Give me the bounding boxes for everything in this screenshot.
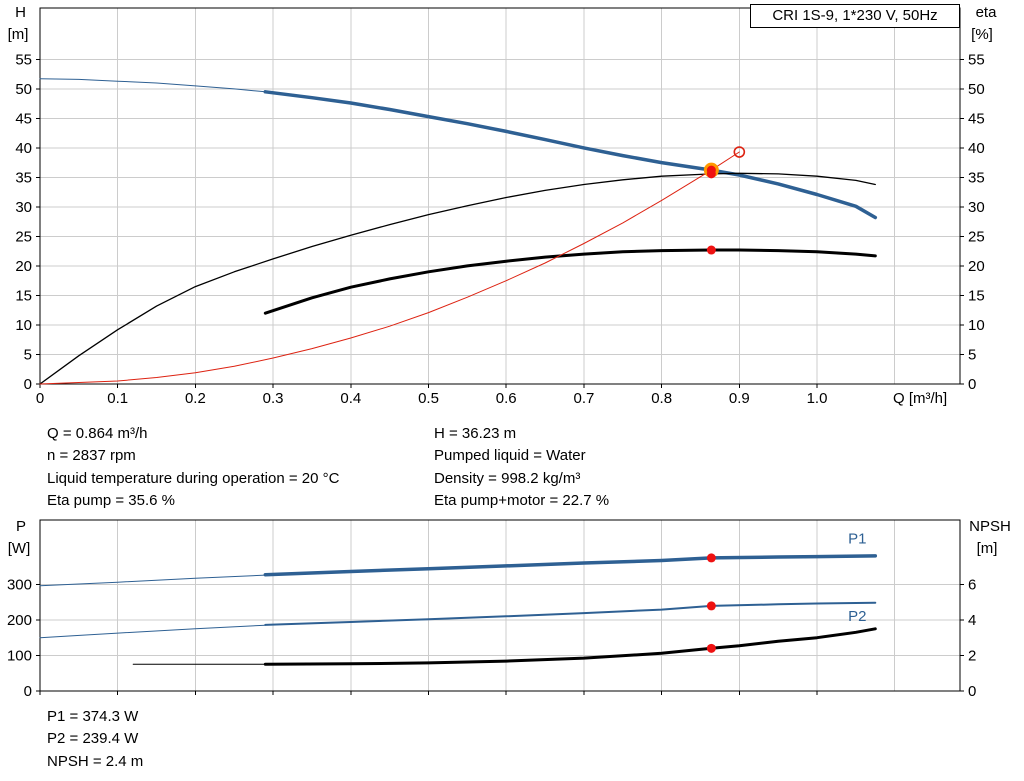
curve-label-p2: P2 (848, 608, 866, 625)
y-tick-label-left: 45 (15, 110, 32, 127)
y-tick-label-right: 20 (968, 258, 985, 275)
p-axis-title: P (15, 518, 26, 535)
duty-liquid-temp: Liquid temperature during operation = 20… (47, 469, 340, 487)
y-tick-label-right: 45 (968, 110, 985, 127)
p-axis-unit: [W] (7, 540, 31, 557)
duty-q: Q = 0.864 m³/h (47, 425, 148, 442)
q-axis-title: Q [m³/h] (893, 390, 948, 407)
duty-point-dot (706, 601, 716, 611)
curve-system-curve (39, 151, 740, 385)
y-tick-label-left: 50 (15, 81, 32, 98)
y-tick-label-left: 10 (15, 317, 32, 334)
h-axis-unit: [m] (7, 26, 29, 43)
duty-eta-pump: Eta pump = 35.6 % (47, 492, 175, 510)
x-tick-label: 1.0 (807, 390, 828, 407)
duty-info-bottom: P1 = 374.3 W P2 = 239.4 W NPSH = 2.4 m (47, 706, 143, 773)
x-tick-label: 0.5 (418, 390, 439, 407)
curve-p1-low (39, 574, 266, 587)
x-tick-label: 0 (36, 390, 44, 407)
npsh-axis-title: NPSH (969, 518, 1011, 535)
duty-p2: P2 = 239.4 W (47, 730, 139, 748)
y-tick-label-left: 25 (15, 228, 32, 245)
y-tick-label-right: 5 (968, 346, 976, 363)
duty-info-left: Q = 0.864 m³/h n = 2837 rpm Liquid tempe… (47, 423, 339, 513)
y-tick-label-right: 10 (968, 317, 985, 334)
y-tick-label-left: 200 (7, 612, 32, 629)
y-tick-label-left: 15 (15, 287, 32, 304)
y-tick-label-right: 55 (968, 51, 985, 68)
curve-p2 (264, 601, 877, 626)
y-tick-label-left: 0 (24, 376, 32, 393)
rated-point-circle (733, 146, 746, 158)
npsh-axis-unit: [m] (976, 540, 998, 557)
y-tick-label-right: 0 (968, 376, 976, 393)
y-tick-label-right: 15 (968, 287, 985, 304)
curve-qh-shutoff (39, 78, 266, 93)
y-tick-label-left: 20 (15, 258, 32, 275)
duty-speed: n = 2837 rpm (47, 447, 136, 465)
duty-npsh: NPSH = 2.4 m (47, 752, 144, 770)
y-tick-label-left: 30 (15, 199, 32, 216)
plot-frame (39, 519, 961, 692)
curve-p1 (263, 554, 878, 577)
duty-point-dot (706, 169, 716, 179)
duty-eta-pump-motor: Eta pump+motor = 22.7 % (434, 492, 610, 510)
curve-label-p1: P1 (848, 530, 866, 547)
y-tick-label-right: 40 (968, 140, 985, 157)
y-tick-label-right: 50 (968, 81, 985, 98)
y-tick-label-right: 25 (968, 228, 985, 245)
duty-density: Density = 998.2 kg/m³ (434, 469, 581, 487)
x-tick-label: 0.1 (107, 390, 128, 407)
duty-h: H = 36.23 m (434, 425, 517, 442)
y-tick-label-right: 0 (968, 683, 976, 700)
y-tick-label-right: 2 (968, 647, 976, 664)
h-axis-title: H (15, 4, 26, 21)
eta-axis-title: eta (975, 4, 997, 21)
curve-eta-pump-motor (263, 248, 877, 315)
duty-pumped-liquid: Pumped liquid = Water (434, 447, 586, 465)
curve-eta-pump (39, 172, 876, 385)
x-tick-label: 0.7 (573, 390, 594, 407)
y-tick-label-right: 35 (968, 169, 985, 186)
curve-npsh (263, 627, 877, 666)
eta-axis-unit: [%] (971, 26, 993, 43)
y-tick-label-left: 55 (15, 51, 32, 68)
hq-eta-chart: 0 5 10 15 20 25 30 35 40 45 50 55 0 5 10 15 20 25 30 35 40 45… (15, 7, 985, 407)
pump-model-box: CRI 1S-9, 1*230 V, 50Hz (750, 4, 960, 28)
x-tick-label: 0.9 (729, 390, 750, 407)
x-tick-label: 0.2 (185, 390, 206, 407)
y-tick-label-right: 6 (968, 576, 976, 593)
y-tick-label-left: 5 (24, 346, 32, 363)
plot-frame (39, 7, 961, 385)
curve-p2-low (39, 624, 266, 639)
duty-point-dot (706, 245, 716, 255)
x-tick-label: 0.3 (263, 390, 284, 407)
x-tick-label: 0.6 (496, 390, 517, 407)
y-tick-label-left: 40 (15, 140, 32, 157)
curve-qh (263, 90, 878, 220)
power-npsh-chart: 0 100 200 300 0 2 4 6 P1 P2 (7, 519, 976, 700)
duty-point-dot (706, 643, 716, 653)
duty-p1: P1 = 374.3 W (47, 708, 139, 725)
duty-info-right: H = 36.23 m Pumped liquid = Water Densit… (434, 423, 609, 513)
y-tick-label-right: 4 (968, 612, 976, 629)
y-tick-label-left: 300 (7, 576, 32, 593)
y-tick-label-left: 100 (7, 647, 32, 664)
x-tick-label: 0.8 (651, 390, 672, 407)
y-tick-label-left: 0 (24, 683, 32, 700)
y-tick-label-left: 35 (15, 169, 32, 186)
x-tick-label: 0.4 (340, 390, 361, 407)
y-tick-label-right: 30 (968, 199, 985, 216)
duty-point-dot (706, 553, 716, 563)
